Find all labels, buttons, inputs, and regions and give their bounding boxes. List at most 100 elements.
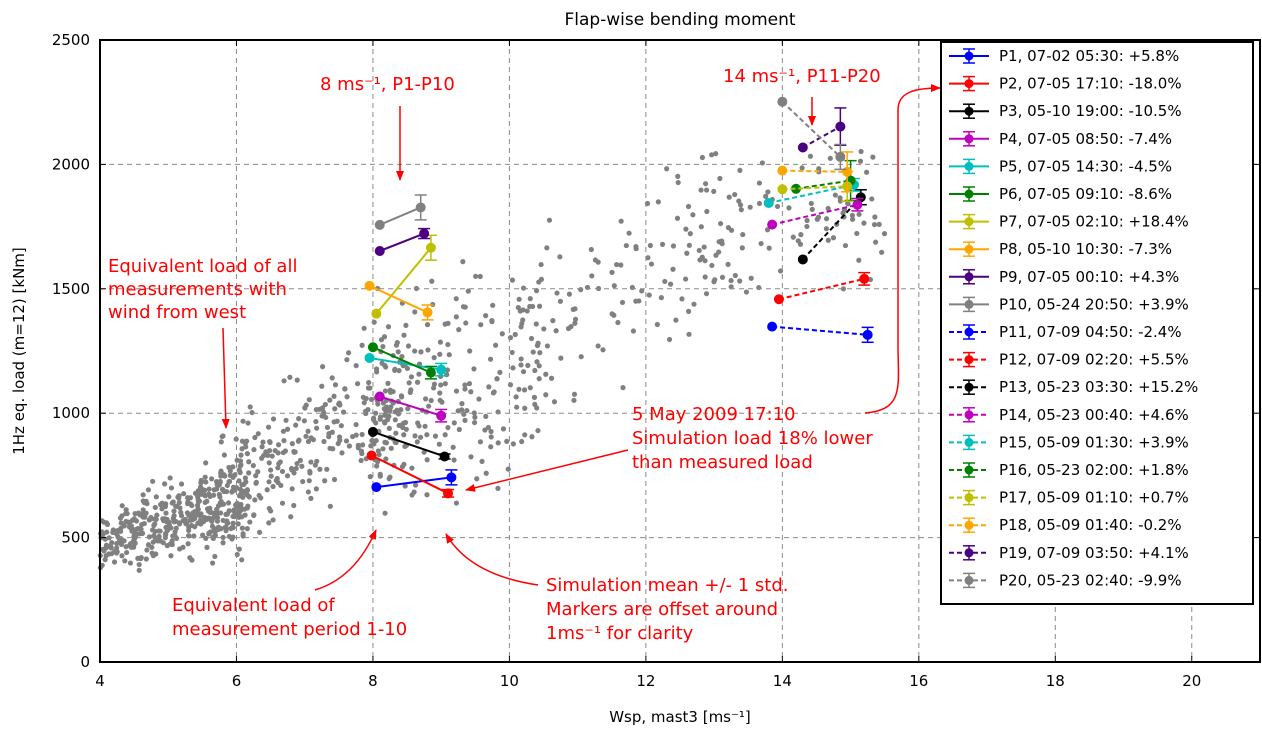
data-point [797,142,808,153]
scatter-point [544,245,550,251]
legend-marker [964,51,974,61]
annotation-text: 1ms⁻¹ for clarity [546,623,694,644]
scatter-point [402,419,409,426]
scatter-point [510,441,516,447]
scatter-point [495,440,501,446]
series-12 [773,271,871,305]
legend-marker [964,410,974,420]
scatter-point [422,423,428,429]
scatter-point [204,498,210,504]
x-tick-label: 20 [1182,672,1201,690]
scatter-point [571,391,578,397]
scatter-point [737,278,743,284]
scatter-point [387,474,393,480]
scatter-point [367,385,373,391]
scatter-point [786,205,792,211]
scatter-point [139,530,146,536]
legend-item: P20, 05-23 02:40: -9.9% [949,571,1182,589]
scatter-point [226,479,232,485]
scatter-point [114,549,120,555]
scatter-point [462,386,468,392]
scatter-point [198,480,204,486]
series-line [369,356,442,371]
scatter-point [225,520,231,526]
scatter-point [366,379,372,386]
legend-item: P12, 07-09 02:20: +5.5% [949,351,1189,369]
scatter-point [404,365,411,372]
scatter-point [301,418,307,424]
legend-label: P12, 07-09 02:20: +5.5% [999,351,1189,369]
scatter-point [876,221,882,228]
scatter-point [246,470,252,476]
scatter-point [209,476,215,482]
scatter-point [268,467,274,473]
scatter-point [411,489,417,495]
scatter-point [218,439,224,445]
scatter-point [477,439,484,445]
scatter-point [146,534,153,540]
scatter-point [211,526,217,532]
scatter-point [647,242,654,249]
legend-marker [964,134,974,144]
legend-item: P6, 07-05 09:10: -8.6% [949,185,1172,203]
scatter-point [293,422,299,428]
scatter-point [251,512,257,518]
scatter-point [169,500,175,506]
y-tick-label: 1500 [52,280,90,298]
scatter-point [698,187,704,193]
scatter-point [698,224,704,230]
annotation-text: Simulation mean +/- 1 std. [546,575,789,596]
scatter-point [377,471,383,477]
legend-item: P9, 07-05 00:10: +4.3% [949,268,1179,286]
scatter-point [879,249,885,255]
scatter-point [146,517,152,523]
scatter-point [630,328,637,334]
scatter-point [823,216,830,222]
scatter-point [166,494,172,500]
x-tick-label: 16 [909,672,928,690]
series-line [771,203,858,226]
scatter-point [306,397,312,403]
legend-label: P7, 07-05 02:10: +18.4% [999,213,1189,231]
scatter-point [228,525,234,532]
scatter-point [726,194,732,200]
scatter-point [446,352,452,358]
scatter-point [266,520,272,526]
scatter-point [527,385,533,391]
scatter-point [136,561,142,568]
scatter-point [712,277,718,283]
scatter-point [466,381,473,387]
scatter-point [198,511,204,517]
legend-label: P5, 07-05 14:30: -4.5% [999,157,1172,175]
scatter-point [230,520,236,526]
scatter-point [445,341,451,348]
scatter-point [299,463,305,469]
legend-marker [964,575,974,585]
scatter-point [322,478,328,484]
scatter-point [239,557,245,563]
series-line [802,125,841,149]
scatter-point [150,478,156,484]
scatter-point [374,369,380,375]
legend-marker [964,106,974,116]
scatter-point [329,375,335,381]
scatter-point [600,347,606,353]
annotation-6: Simulation mean +/- 1 std. Markers are of… [546,575,789,644]
series-line [795,179,851,190]
scatter-point [509,277,516,283]
scatter-point [227,472,233,478]
scatter-point [384,404,390,410]
scatter-point [460,304,467,310]
scatter-point [619,299,626,306]
series-line [379,206,422,226]
scatter-point [296,416,302,422]
legend-label: P10, 05-24 20:50: +3.9% [999,295,1189,313]
scatter-point [131,544,137,550]
scatter-point [236,493,243,499]
x-axis-label: Wsp, mast3 [ms⁻¹] [609,708,751,726]
scatter-point [558,355,564,361]
scatter-point [529,434,535,440]
scatter-point [108,544,114,550]
scatter-point [284,426,291,432]
